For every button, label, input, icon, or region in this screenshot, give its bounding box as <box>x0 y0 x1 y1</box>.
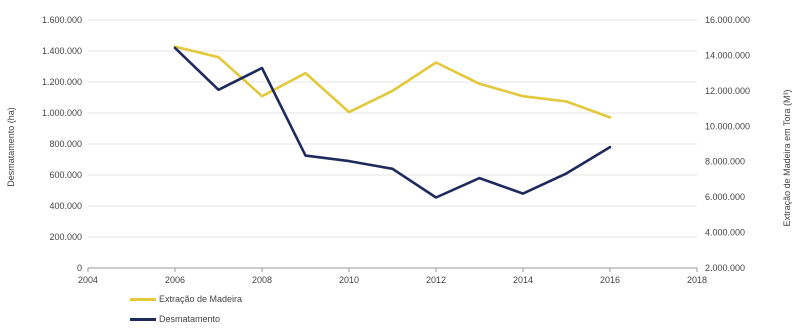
y-left-tick-label: 400.000 <box>49 201 82 211</box>
y-right-tick-label: 12.000.000 <box>705 86 750 96</box>
series-line-extracao-de-madeira <box>173 45 612 119</box>
y-right-tick-label: 6.000.000 <box>705 192 745 202</box>
y-right-tick-label: 2.000.000 <box>705 263 745 273</box>
x-tick-label: 2016 <box>600 275 620 285</box>
left-axis-ticks: 0 200.000 400.000 600.000 800.000 1.000.000 1.… <box>42 15 82 273</box>
y-axis-left-title: Desmatamento (ha) <box>6 107 16 187</box>
x-tick-label: 2010 <box>339 275 359 285</box>
y-left-tick-label: 200.000 <box>49 232 82 242</box>
series-lines <box>173 45 612 199</box>
y-left-tick-label: 600.000 <box>49 170 82 180</box>
y-left-tick-label: 1.000.000 <box>42 108 82 118</box>
legend-item-extracao: Extração de Madeira <box>130 291 242 307</box>
legend-swatch-desmatamento <box>130 317 156 321</box>
y-right-tick-label: 8.000.000 <box>705 157 745 167</box>
y-left-tick-label: 1.200.000 <box>42 77 82 87</box>
y-left-tick-label: 1.400.000 <box>42 46 82 56</box>
x-tick-label: 2014 <box>513 275 533 285</box>
y-right-tick-label: 14.000.000 <box>705 50 750 60</box>
y-left-tick-label: 1.600.000 <box>42 15 82 25</box>
axes <box>87 267 698 272</box>
legend-swatch-extracao <box>130 297 156 301</box>
right-axis-ticks: 2.000.000 4.000.000 6.000.000 8.000.000 10.0… <box>705 15 750 273</box>
y-right-tick-label: 16.000.000 <box>705 15 750 25</box>
legend-label-extracao: Extração de Madeira <box>159 294 243 304</box>
x-axis-ticks: 2004 2006 2008 2010 2012 2014 2016 2018 <box>78 275 707 285</box>
x-tick-label: 2012 <box>426 275 446 285</box>
x-tick-label: 2006 <box>165 275 185 285</box>
x-tick-label: 2008 <box>252 275 272 285</box>
legend-item-desmatamento: Desmatamento <box>130 311 242 327</box>
series-line-desmatamento <box>173 46 612 199</box>
y-right-tick-label: 4.000.000 <box>705 228 745 238</box>
legend-label-desmatamento: Desmatamento <box>159 314 221 324</box>
x-tick-label: 2004 <box>78 275 98 285</box>
y-left-tick-label: 800.000 <box>49 139 82 149</box>
y-right-tick-label: 10.000.000 <box>705 121 750 131</box>
y-axis-right-title: Extração de Madeira em Tora (M³) <box>782 90 792 227</box>
y-left-tick-label: 0 <box>77 263 82 273</box>
legend: Extração de Madeira Desmatamento <box>130 291 242 331</box>
x-tick-label: 2018 <box>687 275 707 285</box>
